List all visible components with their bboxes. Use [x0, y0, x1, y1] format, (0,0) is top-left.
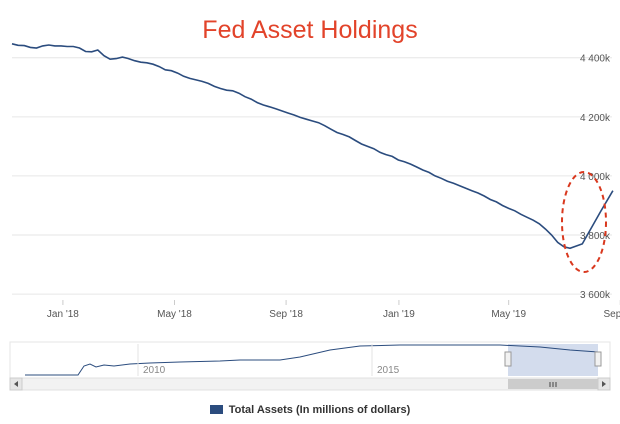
legend-swatch [209, 405, 223, 414]
y-tick-label: 4 000k [580, 172, 611, 183]
series-line-total-assets[interactable] [11, 43, 614, 250]
navigator-tick-label: 2010 [143, 365, 166, 376]
x-tick-label: Jan '18 [47, 309, 79, 320]
y-tick-label: 3 600k [580, 290, 611, 301]
scrollbar[interactable] [9, 377, 611, 391]
navigator-handle-right[interactable] [594, 351, 602, 367]
grip-icon [549, 382, 557, 387]
legend[interactable]: Total Assets (In millions of dollars) [0, 404, 620, 416]
navigator[interactable]: 2010 2015 [9, 341, 611, 379]
navigator-handle-left[interactable] [504, 351, 512, 367]
navigator-line [25, 344, 599, 376]
y-axis-ticks: 4 400k 4 200k 4 000k 3 800k 3 600k [580, 54, 611, 301]
legend-label: Total Assets (In millions of dollars) [228, 404, 411, 416]
y-tick-label: 3 800k [580, 231, 611, 242]
x-tick-label: May '19 [491, 309, 526, 320]
navigator-selection[interactable] [508, 344, 598, 376]
x-tick-label: Sep '19 [603, 309, 620, 320]
annotation-circle [561, 171, 607, 273]
x-tick-label: Jan '19 [383, 309, 415, 320]
navigator-tick-label: 2015 [377, 365, 400, 376]
chart-title: Fed Asset Holdings [202, 16, 418, 44]
y-tick-label: 4 400k [580, 54, 611, 65]
arrow-left-icon [14, 381, 18, 387]
y-tick-label: 4 200k [580, 113, 611, 124]
arrow-right-icon [602, 381, 606, 387]
x-axis-ticks: Jan '18 May '18 Sep '18 Jan '19 May '19 Sep '… [47, 300, 620, 320]
x-tick-label: May '18 [157, 309, 192, 320]
gridlines [12, 57, 612, 295]
x-tick-label: Sep '18 [269, 309, 303, 320]
